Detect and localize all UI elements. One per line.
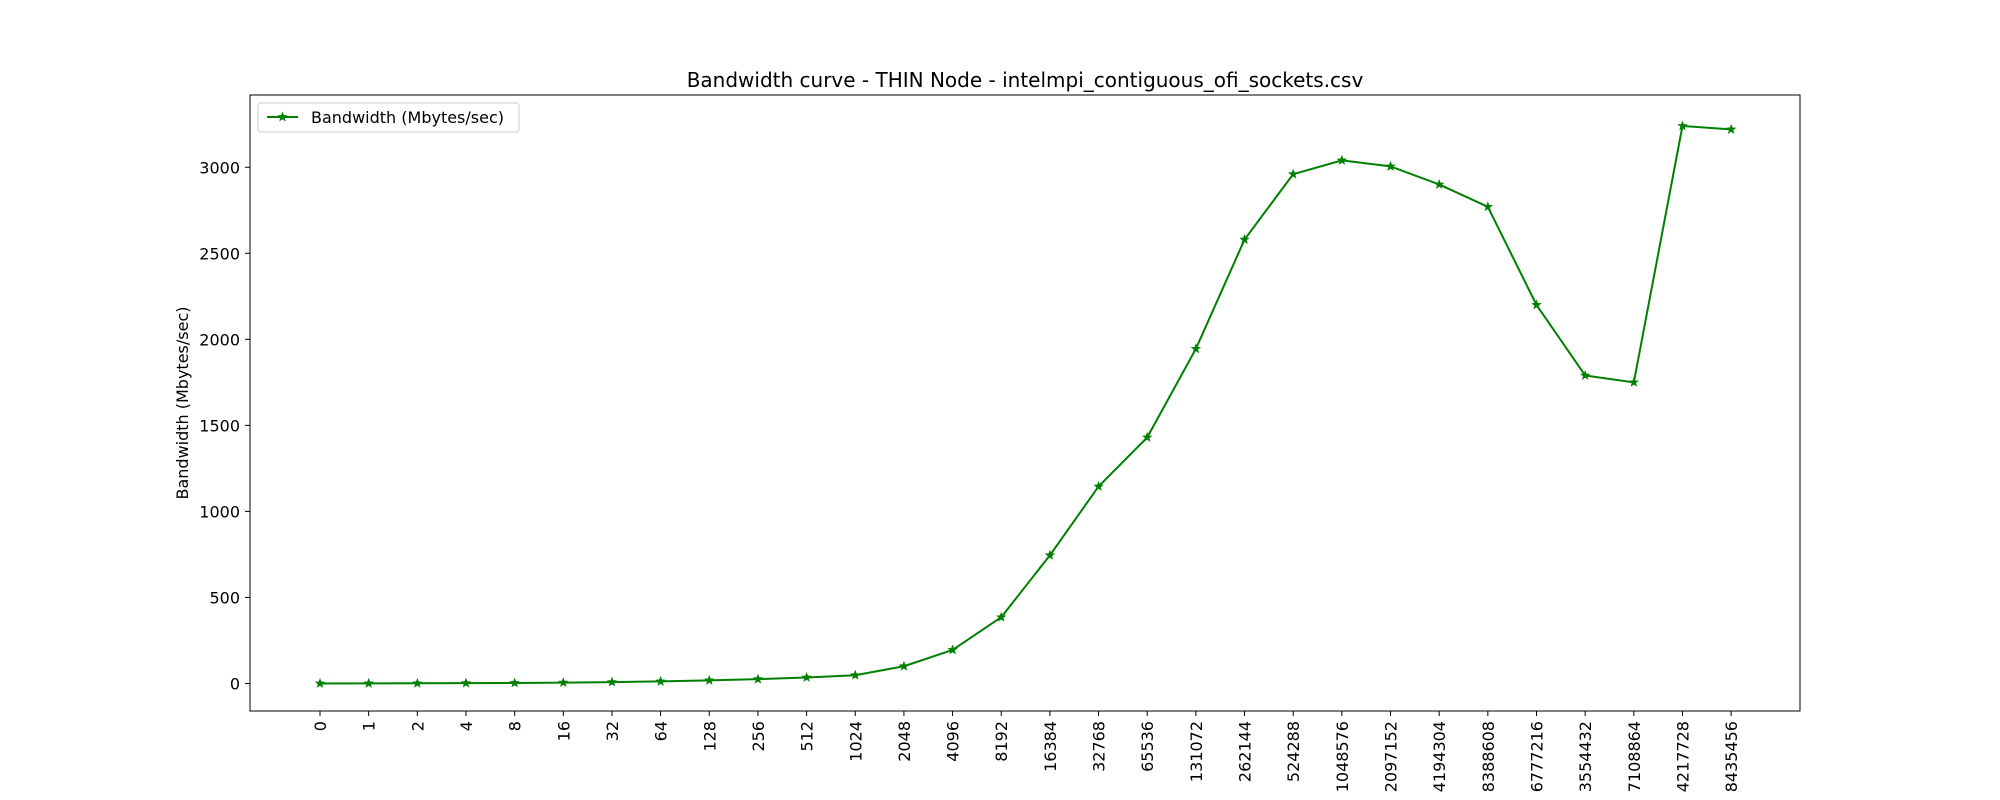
data-point-marker — [558, 677, 569, 688]
data-point-marker — [1677, 120, 1688, 131]
data-point-marker — [1044, 549, 1056, 560]
data-point-marker — [1385, 160, 1396, 171]
x-tick-label: 0 — [311, 721, 330, 731]
x-tick-label: 8192 — [992, 721, 1011, 762]
data-point-marker — [314, 677, 326, 688]
y-axis-label: Bandwidth (Mbytes/sec) — [173, 307, 192, 500]
y-tick-label: 1000 — [199, 502, 240, 521]
data-point-marker — [1531, 299, 1542, 310]
data-point-marker — [801, 671, 812, 682]
x-tick-label: 64 — [652, 721, 671, 741]
chart-title: Bandwidth curve - THIN Node - intelmpi_c… — [687, 68, 1364, 92]
x-tick-label: 3554432 — [1576, 721, 1595, 792]
data-point-marker — [704, 674, 715, 685]
data-point-marker — [1093, 480, 1104, 491]
x-tick-label: 2 — [408, 721, 427, 731]
y-tick-label: 500 — [209, 588, 240, 607]
x-tick-label: 4 — [457, 721, 476, 731]
plot-area — [249, 94, 1801, 712]
x-tick-label: 7108864 — [1625, 721, 1644, 792]
data-point-marker — [606, 676, 618, 687]
y-tick-label: 2000 — [199, 330, 240, 349]
x-tick-label: 32 — [603, 721, 622, 741]
legend-box — [257, 102, 520, 133]
data-point-marker — [1239, 234, 1250, 244]
x-tick-label: 524288 — [1284, 721, 1303, 782]
x-tick-label: 1024 — [846, 721, 865, 762]
x-tick-label: 512 — [798, 721, 817, 752]
y-tick-label: 2500 — [199, 244, 240, 263]
data-point-marker — [1482, 201, 1494, 212]
x-tick-label: 128 — [700, 721, 719, 752]
x-tick-label: 1048576 — [1333, 721, 1352, 792]
data-point-marker — [1190, 343, 1202, 354]
data-point-marker — [363, 677, 374, 688]
y-tick-label: 1500 — [199, 416, 240, 435]
data-point-marker — [850, 669, 861, 680]
x-tick-label: 32768 — [1090, 721, 1109, 772]
data-point-marker — [996, 611, 1007, 622]
data-point-marker — [947, 644, 958, 655]
x-tick-label: 8435456 — [1722, 721, 1741, 792]
x-tick-label: 256 — [749, 721, 768, 752]
data-point-marker — [509, 677, 520, 688]
y-tick-label: 0 — [230, 674, 240, 693]
data-point-marker — [460, 677, 472, 688]
x-tick-label: 65536 — [1138, 721, 1157, 772]
y-tick-label: 3000 — [199, 158, 240, 177]
data-point-marker — [1725, 123, 1737, 134]
x-tick-label: 8388608 — [1479, 721, 1498, 792]
x-tick-label: 4194304 — [1430, 721, 1449, 792]
data-point-marker — [1336, 154, 1348, 165]
x-axis: 0 1 2 4 8 16 32 64 128 256 512 1024 2048 4096 8192 1638… — [311, 711, 1741, 792]
data-point-marker — [1141, 431, 1153, 442]
x-tick-label: 2048 — [895, 721, 914, 762]
x-tick-label: 4096 — [944, 721, 963, 762]
data-point-marker — [1287, 168, 1299, 179]
x-tick-label: 6777216 — [1528, 721, 1547, 792]
x-tick-label: 131072 — [1187, 721, 1206, 782]
x-tick-label: 262144 — [1236, 721, 1255, 782]
legend: Bandwidth (Mbytes/sec) — [257, 102, 520, 133]
data-point-marker — [898, 660, 910, 671]
data-point-marker — [412, 677, 423, 688]
x-tick-label: 8 — [506, 721, 525, 731]
data-point-marker — [1628, 376, 1640, 387]
legend-star-icon — [277, 111, 288, 122]
data-point-marker — [655, 675, 666, 686]
x-tick-label: 16 — [554, 721, 573, 741]
x-tick-label: 2097152 — [1382, 721, 1401, 792]
x-tick-label: 16384 — [1041, 721, 1060, 772]
data-point-marker — [1579, 369, 1591, 380]
data-point-marker — [752, 673, 764, 684]
y-axis: 0 500 1000 1500 2000 2500 3000 — [199, 158, 250, 693]
x-tick-label: 1 — [360, 721, 379, 731]
series-layer — [314, 120, 1737, 688]
data-point-marker — [1433, 178, 1445, 189]
x-tick-label: 4217728 — [1673, 721, 1692, 792]
legend-label: Bandwidth (Mbytes/sec) — [311, 108, 504, 127]
series-line — [319, 124, 1732, 685]
